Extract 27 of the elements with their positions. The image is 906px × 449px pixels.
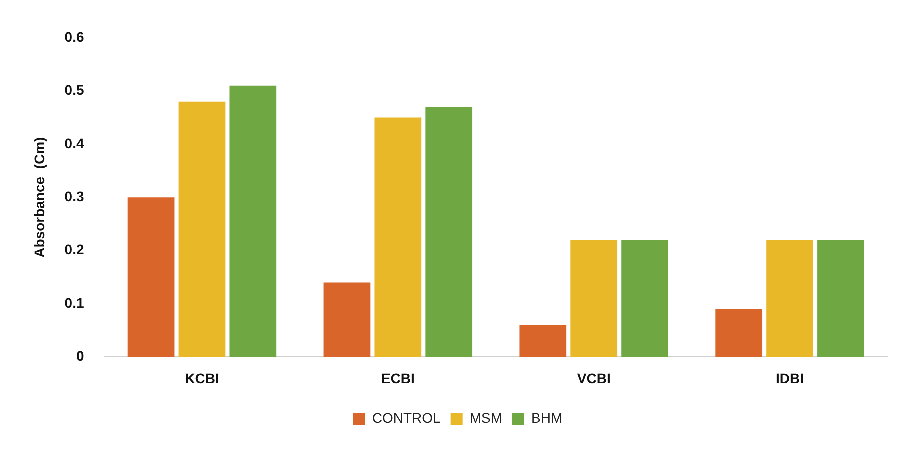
bar: [374, 118, 422, 358]
legend-label: CONTROL: [372, 410, 442, 426]
y-tick-label: 0: [76, 348, 84, 364]
y-tick-label: 0.2: [64, 242, 84, 258]
x-tick-label: IDBI: [776, 370, 804, 386]
bar: [520, 325, 567, 358]
y-tick-label: 0.3: [64, 188, 84, 204]
bar: [716, 309, 763, 358]
y-axis-title: Absorbance (Cm): [31, 137, 48, 258]
bar: [230, 86, 277, 358]
y-tick-label: 0.5: [64, 82, 84, 98]
bar: [324, 282, 371, 358]
bar: [622, 240, 668, 358]
legend-label: MSM: [470, 410, 503, 426]
x-tick-label: ECBI: [381, 370, 415, 386]
bar: [128, 198, 175, 358]
legend-label: BHM: [532, 410, 563, 426]
x-tick-label: VCBI: [577, 370, 611, 386]
y-tick-label: 0.6: [64, 28, 84, 45]
bar: [570, 240, 618, 358]
x-tick-label: KCBI: [185, 370, 220, 386]
bar: [818, 240, 864, 358]
y-tick-label: 0.1: [64, 294, 84, 311]
y-tick-label: 0.4: [64, 135, 84, 152]
bar: [426, 107, 473, 358]
bar: [178, 102, 226, 358]
bar: [766, 240, 814, 358]
